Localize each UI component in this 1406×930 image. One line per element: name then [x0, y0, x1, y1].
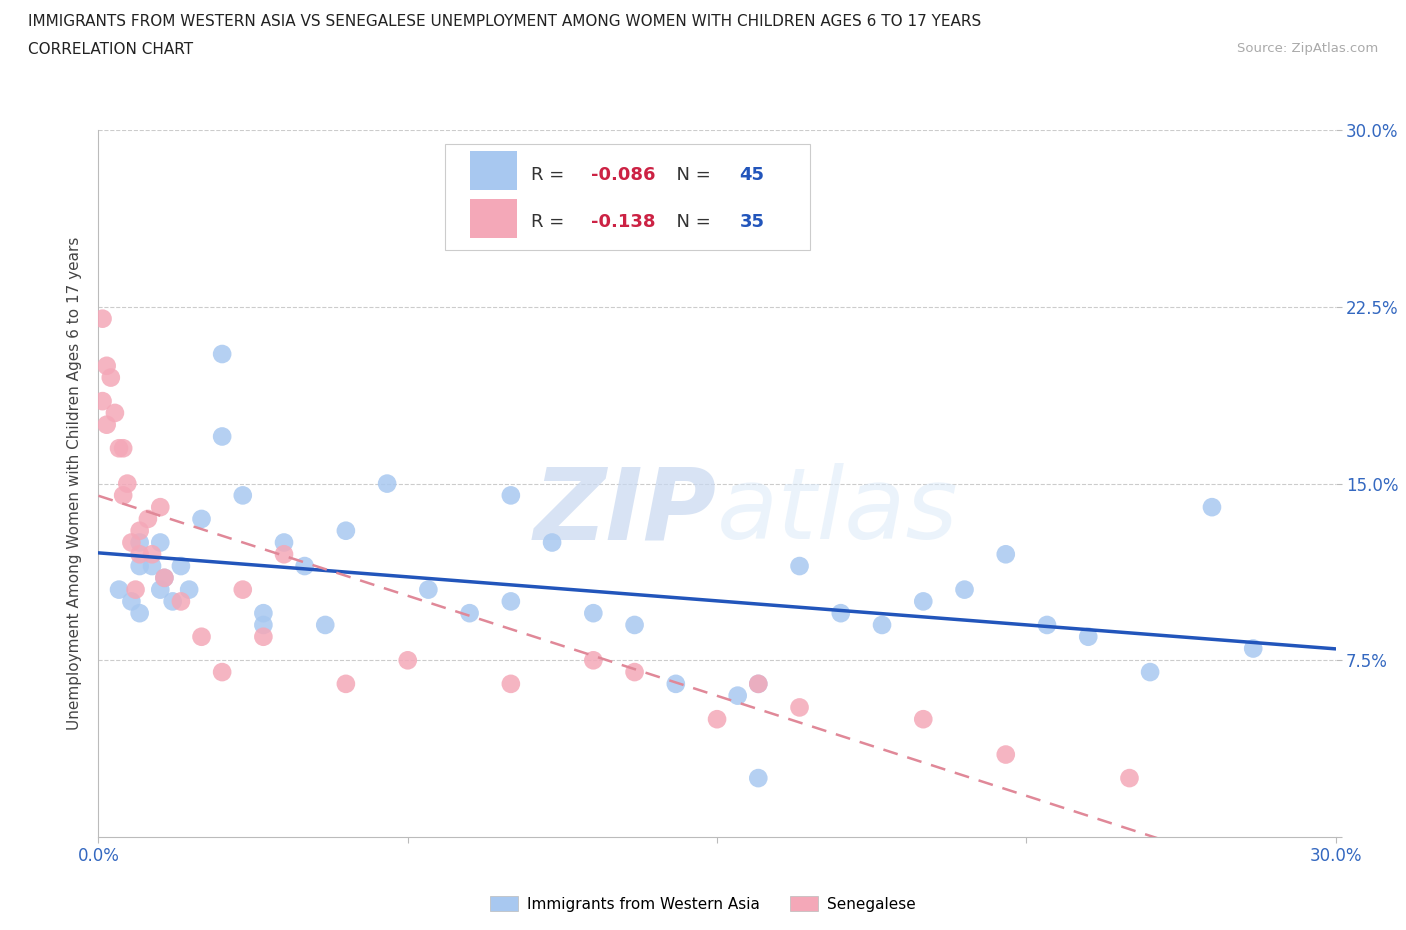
Point: [1241, 641, 1264, 656]
Text: 45: 45: [740, 166, 765, 184]
Point: [623, 618, 645, 632]
Point: [727, 688, 749, 703]
Point: [112, 488, 135, 503]
Point: [912, 594, 935, 609]
Point: [582, 653, 605, 668]
Point: [128, 559, 150, 574]
Point: [953, 582, 976, 597]
Point: [91, 393, 114, 408]
Point: [232, 582, 254, 597]
Point: [128, 547, 150, 562]
Point: [141, 559, 163, 574]
Point: [179, 582, 201, 597]
Point: [994, 547, 1017, 562]
Point: [499, 488, 522, 503]
Point: [96, 358, 118, 373]
Point: [458, 605, 481, 620]
Text: IMMIGRANTS FROM WESTERN ASIA VS SENEGALESE UNEMPLOYMENT AMONG WOMEN WITH CHILDRE: IMMIGRANTS FROM WESTERN ASIA VS SENEGALE…: [28, 14, 981, 29]
Text: ZIP: ZIP: [534, 463, 717, 561]
Point: [994, 747, 1017, 762]
Point: [120, 594, 142, 609]
Point: [91, 312, 114, 326]
Point: [252, 618, 274, 632]
Text: 35: 35: [740, 213, 765, 231]
Point: [541, 535, 564, 550]
FancyBboxPatch shape: [470, 199, 516, 238]
Point: [128, 605, 150, 620]
Point: [582, 605, 605, 620]
Point: [499, 676, 522, 691]
Point: [149, 535, 172, 550]
Point: [314, 618, 336, 632]
Point: [104, 405, 127, 420]
Point: [418, 582, 440, 597]
Text: -0.138: -0.138: [591, 213, 655, 231]
Text: Source: ZipAtlas.com: Source: ZipAtlas.com: [1237, 42, 1378, 55]
Point: [211, 429, 233, 444]
Text: R =: R =: [531, 213, 571, 231]
Point: [170, 559, 193, 574]
Point: [108, 441, 131, 456]
FancyBboxPatch shape: [444, 144, 810, 250]
Point: [870, 618, 893, 632]
Point: [747, 676, 769, 691]
Point: [162, 594, 184, 609]
Point: [128, 524, 150, 538]
Point: [124, 582, 146, 597]
Point: [665, 676, 688, 691]
FancyBboxPatch shape: [470, 152, 516, 191]
Point: [153, 570, 176, 585]
Point: [232, 488, 254, 503]
Point: [1036, 618, 1059, 632]
Point: [1139, 665, 1161, 680]
Point: [190, 630, 212, 644]
Point: [149, 582, 172, 597]
Point: [1201, 499, 1223, 514]
Point: [190, 512, 212, 526]
Point: [747, 771, 769, 786]
Point: [830, 605, 852, 620]
Point: [120, 535, 142, 550]
Text: N =: N =: [665, 166, 717, 184]
Point: [141, 547, 163, 562]
Point: [252, 630, 274, 644]
Point: [623, 665, 645, 680]
Legend: Immigrants from Western Asia, Senegalese: Immigrants from Western Asia, Senegalese: [484, 890, 922, 918]
Text: -0.086: -0.086: [591, 166, 655, 184]
Point: [153, 570, 176, 585]
Point: [706, 711, 728, 726]
Point: [100, 370, 122, 385]
Point: [1118, 771, 1140, 786]
Point: [1077, 630, 1099, 644]
Point: [375, 476, 398, 491]
Point: [335, 524, 357, 538]
Y-axis label: Unemployment Among Women with Children Ages 6 to 17 years: Unemployment Among Women with Children A…: [66, 237, 82, 730]
Point: [396, 653, 419, 668]
Point: [211, 347, 233, 362]
Point: [117, 476, 139, 491]
Point: [912, 711, 935, 726]
Point: [108, 582, 131, 597]
Point: [273, 547, 295, 562]
Point: [112, 441, 135, 456]
Point: [149, 499, 172, 514]
Point: [335, 676, 357, 691]
Text: CORRELATION CHART: CORRELATION CHART: [28, 42, 193, 57]
Point: [789, 559, 811, 574]
Text: atlas: atlas: [717, 463, 959, 561]
Point: [789, 700, 811, 715]
Point: [273, 535, 295, 550]
Text: R =: R =: [531, 166, 571, 184]
Point: [747, 676, 769, 691]
Point: [294, 559, 316, 574]
Point: [252, 605, 274, 620]
Point: [170, 594, 193, 609]
Point: [499, 594, 522, 609]
Point: [136, 512, 159, 526]
Point: [96, 418, 118, 432]
Text: N =: N =: [665, 213, 717, 231]
Point: [211, 665, 233, 680]
Point: [128, 535, 150, 550]
